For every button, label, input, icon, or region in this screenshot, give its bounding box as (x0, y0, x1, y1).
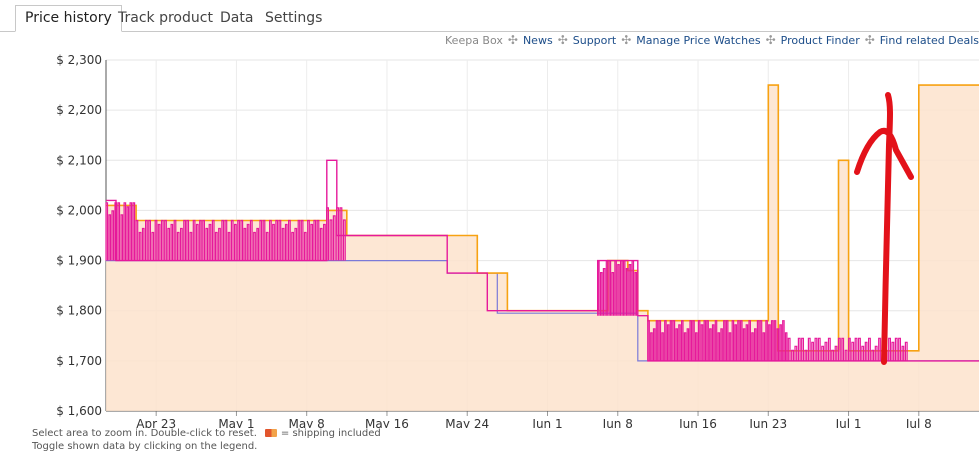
y-tick-label: $ 1,600 (56, 404, 102, 418)
y-tick-label: $ 2,200 (56, 103, 102, 117)
y-tick-label: $ 1,900 (56, 254, 102, 268)
separator-icon: ✣ (864, 33, 875, 47)
tab-track-product[interactable]: Track product (118, 10, 213, 26)
x-tick-label: Jul 1 (835, 417, 862, 428)
manage-price-watches-link[interactable]: Manage Price Watches (636, 34, 761, 47)
y-tick-label: $ 1,800 (56, 304, 102, 318)
y-tick-label: $ 1,700 (56, 354, 102, 368)
x-tick-label: Jul 8 (905, 417, 932, 428)
y-tick-label: $ 2,000 (56, 203, 102, 217)
x-tick-label: May 24 (445, 417, 489, 428)
y-tick-label: $ 2,100 (56, 153, 102, 167)
series-amazon-line (106, 84, 979, 352)
x-tick-label: May 1 (218, 417, 254, 428)
news-link[interactable]: News (522, 34, 553, 47)
support-link[interactable]: Support (572, 34, 617, 47)
tab-price-history[interactable]: Price history (15, 5, 122, 32)
zoom-hint: Select area to zoom in. Double-click to … (32, 428, 257, 439)
chart-footer: Select area to zoom in. Double-click to … (32, 428, 381, 439)
new-price-spikes (326, 207, 346, 261)
keepa-box-link[interactable]: Keepa Box (445, 34, 503, 47)
x-tick-label: Apr 23 (136, 417, 176, 428)
x-tick-label: May 8 (289, 417, 325, 428)
tab-settings[interactable]: Settings (265, 10, 323, 26)
x-tick-label: Jun 16 (678, 417, 717, 428)
separator-icon: ✣ (557, 33, 568, 47)
price-history-chart[interactable]: $ 1,600 $ 1,700 $ 1,800 $ 1,900 $ 2,000 $ 2,1… (0, 50, 979, 428)
separator-icon: ✣ (765, 33, 776, 47)
x-tick-label: May 16 (365, 417, 409, 428)
tab-data[interactable]: Data (220, 10, 254, 26)
x-tick-label: Jun 8 (602, 417, 633, 428)
toggle-hint: Toggle shown data by clicking on the leg… (32, 441, 258, 452)
separator-icon: ✣ (507, 33, 518, 47)
find-related-deals-link[interactable]: Find related Deals (879, 34, 979, 47)
new-price-spikes (597, 260, 637, 316)
shipping-truck-icon (264, 429, 277, 437)
x-tick-label: Jun 23 (748, 417, 787, 428)
separator-icon: ✣ (621, 33, 632, 47)
new-price-spikes (135, 219, 326, 261)
new-price-spikes (647, 320, 788, 361)
shipping-note: = shipping included (280, 428, 381, 439)
tab-bar: Price history Track product Data Setting… (0, 0, 979, 32)
links-bar: Keepa Box ✣ News ✣ Support ✣ Manage Price Watc… (445, 31, 979, 49)
x-tick-label: Jun 1 (531, 417, 562, 428)
annotation-arrow (854, 92, 914, 365)
new-price-spikes (105, 202, 136, 261)
product-finder-link[interactable]: Product Finder (780, 34, 860, 47)
y-tick-label: $ 2,300 (56, 53, 102, 67)
